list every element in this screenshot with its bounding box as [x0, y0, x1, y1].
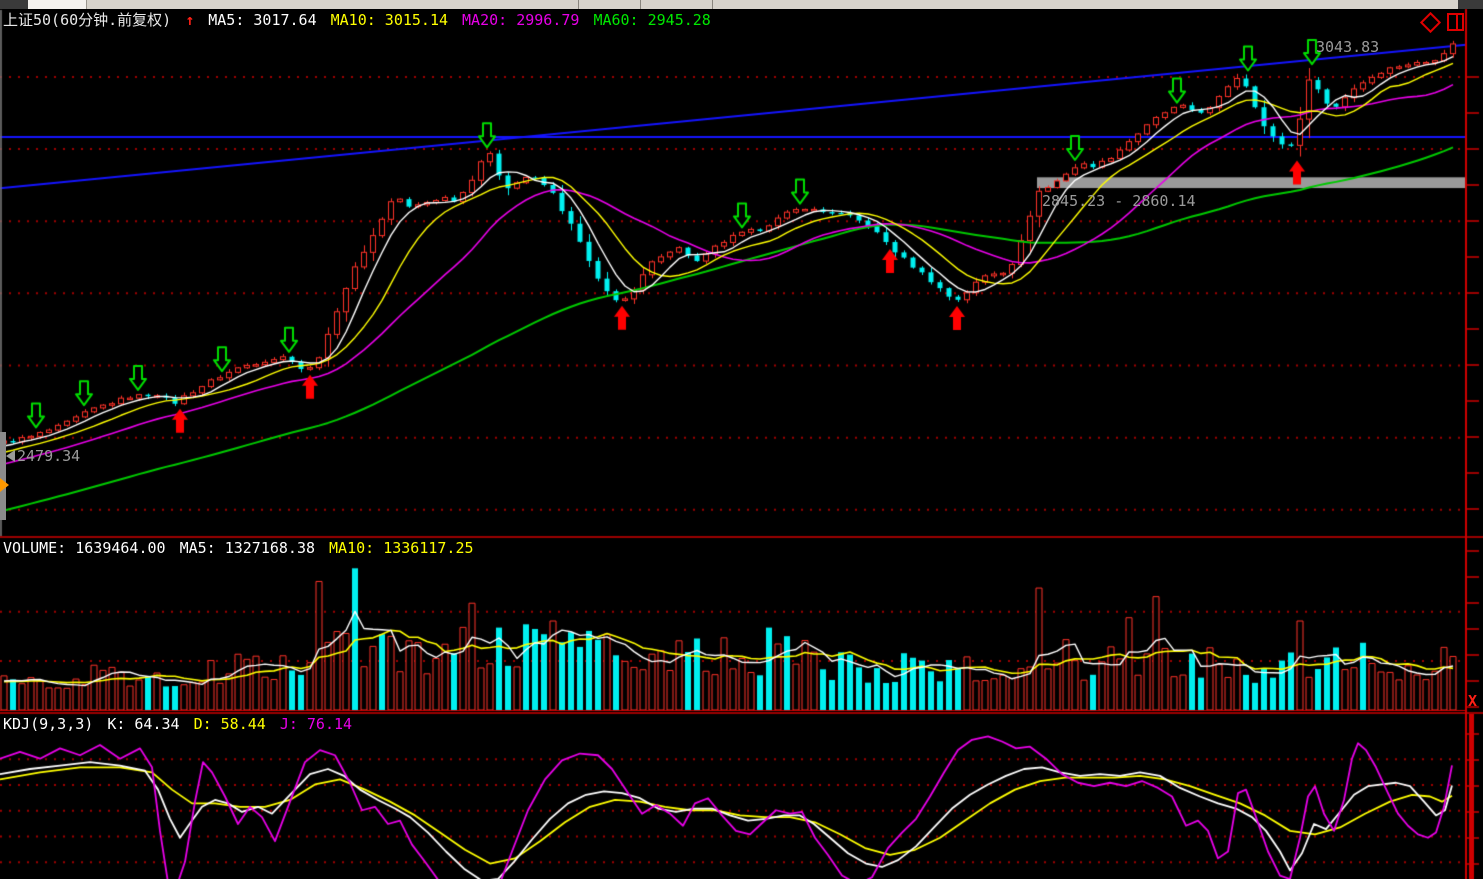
kdj-k-value: K: 64.34	[107, 715, 180, 733]
volume-ma5-value: MA5: 1327168.38	[179, 539, 316, 557]
resistance-zone-label: 2845.23 - 2860.14	[1042, 192, 1196, 210]
window-restore-icon[interactable]	[1447, 13, 1464, 31]
kdj-d-value: D: 58.44	[193, 715, 266, 733]
kdj-label: KDJ(9,3,3)	[3, 715, 94, 733]
toolbar-left-block	[0, 0, 28, 9]
volume-value: VOLUME: 1639464.00	[3, 539, 166, 557]
ma60-value: MA60: 2945.28	[593, 11, 711, 29]
volume-ma10-value: MA10: 1336117.25	[329, 539, 474, 557]
kdj-j-value: J: 76.14	[279, 715, 353, 733]
kdj-close-icon[interactable]: X	[1468, 692, 1478, 710]
price-pointer-icon	[6, 450, 15, 462]
ma20-value: MA20: 2996.79	[462, 11, 580, 29]
ma10-value: MA10: 3015.14	[330, 11, 449, 29]
toolbar-separator	[712, 0, 713, 9]
scroll-marker-icon[interactable]	[0, 478, 9, 492]
left-price-label: 2479.34	[6, 447, 80, 465]
trend-up-icon: ↑	[185, 11, 195, 29]
left-scroll-slab[interactable]	[0, 432, 6, 520]
toolbar-strip	[0, 0, 1483, 9]
toolbar-button-slot[interactable]	[28, 0, 87, 9]
kdj-panel-header: KDJ(9,3,3) K: 64.34 D: 58.44 J: 76.14	[3, 716, 352, 733]
ma5-value: MA5: 3017.64	[208, 11, 317, 29]
toolbar-right-block	[1458, 0, 1483, 9]
toolbar-separator	[640, 0, 641, 9]
instrument-title: 上证50(60分钟.前复权)	[3, 11, 172, 29]
volume-panel-header: VOLUME: 1639464.00 MA5: 1327168.38 MA10:…	[3, 540, 474, 557]
main-panel-header: 上证50(60分钟.前复权) ↑ MA5: 3017.64 MA10: 3015…	[3, 12, 711, 29]
toolbar-separator	[578, 0, 579, 9]
last-price-label: 3043.83	[1316, 38, 1380, 56]
